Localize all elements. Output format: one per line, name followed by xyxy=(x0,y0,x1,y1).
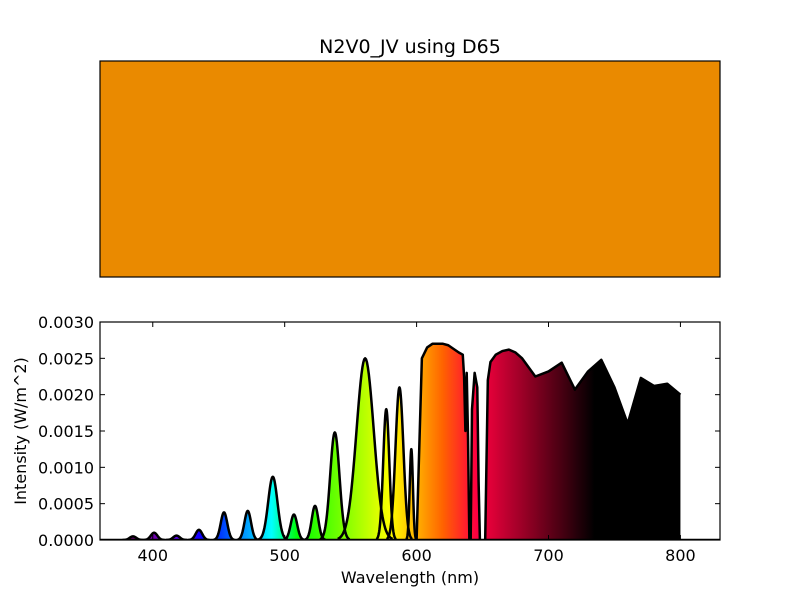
x-tick-label: 400 xyxy=(137,546,168,565)
spectrum-broadband-1-fill xyxy=(416,343,470,540)
y-tick-label: 0.0030 xyxy=(38,313,94,332)
x-axis: 400 500 600 700 800 xyxy=(137,322,696,565)
y-tick-label: 0.0020 xyxy=(38,386,94,405)
color-swatch xyxy=(99,60,721,278)
y-axis-label: Intensity (W/m^2) xyxy=(11,357,30,505)
spectrum-peak-11-line xyxy=(375,407,397,540)
y-tick-label: 0.0010 xyxy=(38,458,94,477)
spectrum-broadband-2-line xyxy=(469,371,482,540)
spectrum-broadband-3-fill xyxy=(485,349,681,540)
spectrum-line-group xyxy=(100,342,720,540)
spectrum-peak-4-line xyxy=(212,511,236,540)
y-tick-label: 0.0025 xyxy=(38,349,94,368)
spectrum-peak-6-line xyxy=(257,475,289,540)
spectrum-peak-13-line xyxy=(405,447,418,540)
y-tick-label: 0.0005 xyxy=(38,495,94,514)
x-axis-label: Wavelength (nm) xyxy=(341,568,479,587)
swatch-title: N2V0_JV using D65 xyxy=(319,36,501,58)
spectrum-fill-group xyxy=(122,343,681,540)
spectrum-peak-6-fill xyxy=(258,476,288,540)
spectrum-broadband-3-line xyxy=(483,348,682,540)
spectrum-broadband-1-line xyxy=(415,342,471,540)
x-tick-label: 800 xyxy=(665,546,696,565)
spectrum-peak-5-line xyxy=(236,509,260,540)
y-tick-label: 0.0015 xyxy=(38,422,94,441)
x-tick-label: 600 xyxy=(401,546,432,565)
x-tick-label: 700 xyxy=(533,546,564,565)
x-tick-label: 500 xyxy=(269,546,300,565)
spectrum-peak-7-line xyxy=(282,513,306,540)
y-axis: 0.0000 0.0005 0.0010 0.0015 0.0020 0.0025 0.00… xyxy=(38,313,720,550)
spectrum-peak-10-line xyxy=(337,357,394,540)
y-tick-label: 0.0000 xyxy=(38,531,94,550)
